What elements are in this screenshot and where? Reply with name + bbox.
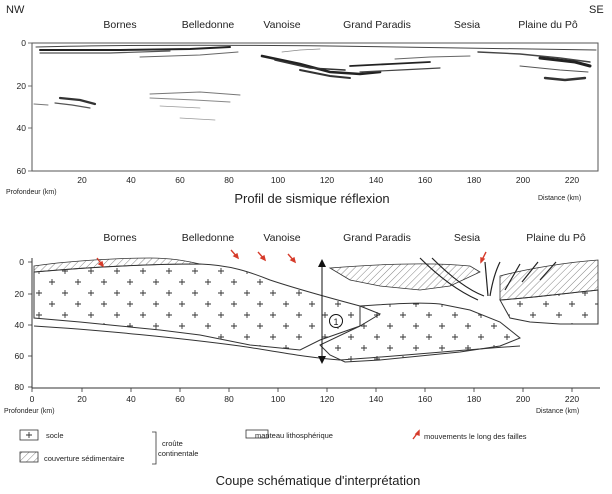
section-distance-tick: 100 [271, 394, 285, 404]
section-region-bornes: Bornes [103, 232, 136, 244]
profile-distance-tick: 60 [175, 175, 185, 185]
section-distance-tick: 80 [224, 394, 234, 404]
legend-brace [152, 431, 157, 465]
profile-distance-label: Distance (km) [538, 195, 581, 202]
section-depth-label: Profondeur (km) [4, 408, 55, 415]
section-region-grand-paradis: Grand Paradis [343, 232, 411, 244]
crust-thickness-indicator: 1 [318, 259, 343, 364]
legend-manteau: manteau lithosphérique [245, 429, 333, 440]
marker-number: 1 [333, 317, 338, 327]
profile-distance-tick: 80 [224, 175, 234, 185]
legend-couverture-label: couverture sédimentaire [44, 454, 124, 463]
marker-circle [329, 314, 343, 328]
profile-caption: Profil de sismique réflexion [234, 191, 389, 206]
fault-movement-arrows [96, 249, 487, 268]
profile-region-bornes: Bornes [103, 19, 136, 31]
section-depth-tick-labels: 0 20 40 60 80 [15, 257, 25, 392]
profile-region-labels: Bornes Belledonne Vanoise Grand Paradis … [103, 19, 578, 31]
profile-depth-label: Profondeur (km) [6, 189, 57, 196]
section-caption: Coupe schématique d'interprétation [216, 473, 421, 488]
legend-manteau-label: manteau lithosphérique [255, 431, 333, 440]
profile-distance-tick: 120 [320, 175, 334, 185]
profile-distance-tick: 140 [369, 175, 383, 185]
profile-distance-tick: 220 [565, 175, 579, 185]
legend-croute-line2: continentale [158, 449, 198, 458]
section-distance-label: Distance (km) [536, 408, 579, 415]
legend-socle: socle [19, 429, 64, 441]
section-distance-tick: 40 [126, 394, 136, 404]
nw-label: NW [6, 4, 25, 16]
section-distance-tick: 60 [175, 394, 185, 404]
profile-region-sesia: Sesia [454, 19, 480, 31]
interpretation-section: Bornes Belledonne Vanoise Grand Paradis … [4, 232, 600, 415]
profile-depth-tick: 60 [17, 166, 27, 176]
section-region-labels: Bornes Belledonne Vanoise Grand Paradis … [103, 232, 586, 244]
section-distance-tick: 140 [369, 394, 383, 404]
section-distance-tick: 20 [77, 394, 87, 404]
section-depth-tick: 60 [15, 351, 25, 361]
profile-distance-tick: 180 [467, 175, 481, 185]
profile-distance-tick: 160 [418, 175, 432, 185]
profile-distance-tick: 40 [126, 175, 136, 185]
section-distance-tick-labels: 0 20 40 60 80 100 120 140 160 180 200 22… [30, 394, 580, 404]
socle-unit-central [319, 302, 521, 363]
legend-croute-line1: croûte [162, 439, 183, 448]
legend: socle couverture sédimentaire croûte con… [19, 429, 527, 465]
section-distance-tick: 220 [565, 394, 579, 404]
section-depth-tick: 40 [15, 320, 25, 330]
legend-failles: mouvements le long des failles [412, 429, 527, 441]
fault-arrow-icon [287, 253, 297, 264]
fault-arrow-icon [480, 251, 487, 264]
section-depth-ticks [28, 261, 32, 388]
section-distance-tick: 160 [418, 394, 432, 404]
profile-region-belledonne: Belledonne [182, 19, 235, 31]
legend-socle-label: socle [46, 431, 64, 440]
geological-units [33, 257, 599, 363]
socle-unit-west [33, 263, 382, 351]
sedimentary-cover-east [328, 263, 481, 291]
fault-arrow-icon [96, 257, 105, 268]
section-distance-tick: 0 [30, 394, 35, 404]
seismic-profile: NW SE Bornes Belledonne Vanoise Grand Pa… [6, 4, 604, 206]
section-distance-tick: 120 [320, 394, 334, 404]
profile-region-grand-paradis: Grand Paradis [343, 19, 411, 31]
fault-arrow-icon [257, 251, 267, 262]
profile-depth-axis [28, 42, 32, 172]
section-distance-tick: 200 [516, 394, 530, 404]
se-label: SE [589, 4, 604, 16]
section-region-vanoise: Vanoise [263, 232, 300, 244]
legend-failles-label: mouvements le long des failles [424, 432, 527, 441]
profile-depth-tick: 20 [17, 81, 27, 91]
section-distance-tick: 180 [467, 394, 481, 404]
reflector-traces [33, 44, 597, 121]
fault-lines [419, 257, 557, 301]
profile-frame [31, 42, 599, 172]
fault-arrow-icon [412, 429, 420, 440]
profile-depth-tick: 40 [17, 123, 27, 133]
profile-distance-tick: 100 [271, 175, 285, 185]
profile-region-plaine-du-po: Plaine du Pô [518, 19, 578, 31]
profile-depth-tick-labels: 0 20 40 60 [17, 38, 27, 176]
sedimentary-cover-west [33, 257, 201, 273]
section-region-plaine-du-po: Plaine du Pô [526, 232, 586, 244]
section-region-sesia: Sesia [454, 232, 480, 244]
profile-distance-tick: 20 [77, 175, 87, 185]
section-distance-tick-marks [31, 388, 573, 392]
section-region-belledonne: Belledonne [182, 232, 235, 244]
moho-line [33, 325, 521, 361]
section-depth-tick: 0 [19, 257, 24, 267]
legend-couverture: couverture sédimentaire [19, 451, 124, 463]
profile-distance-tick-labels: 20 40 60 80 100 120 140 160 180 200 220 [77, 175, 579, 185]
profile-region-vanoise: Vanoise [263, 19, 300, 31]
profile-depth-tick: 0 [21, 38, 26, 48]
section-depth-tick: 20 [15, 289, 25, 299]
section-depth-tick: 80 [15, 382, 25, 392]
fault-arrow-icon [230, 249, 240, 260]
profile-distance-tick: 200 [516, 175, 530, 185]
